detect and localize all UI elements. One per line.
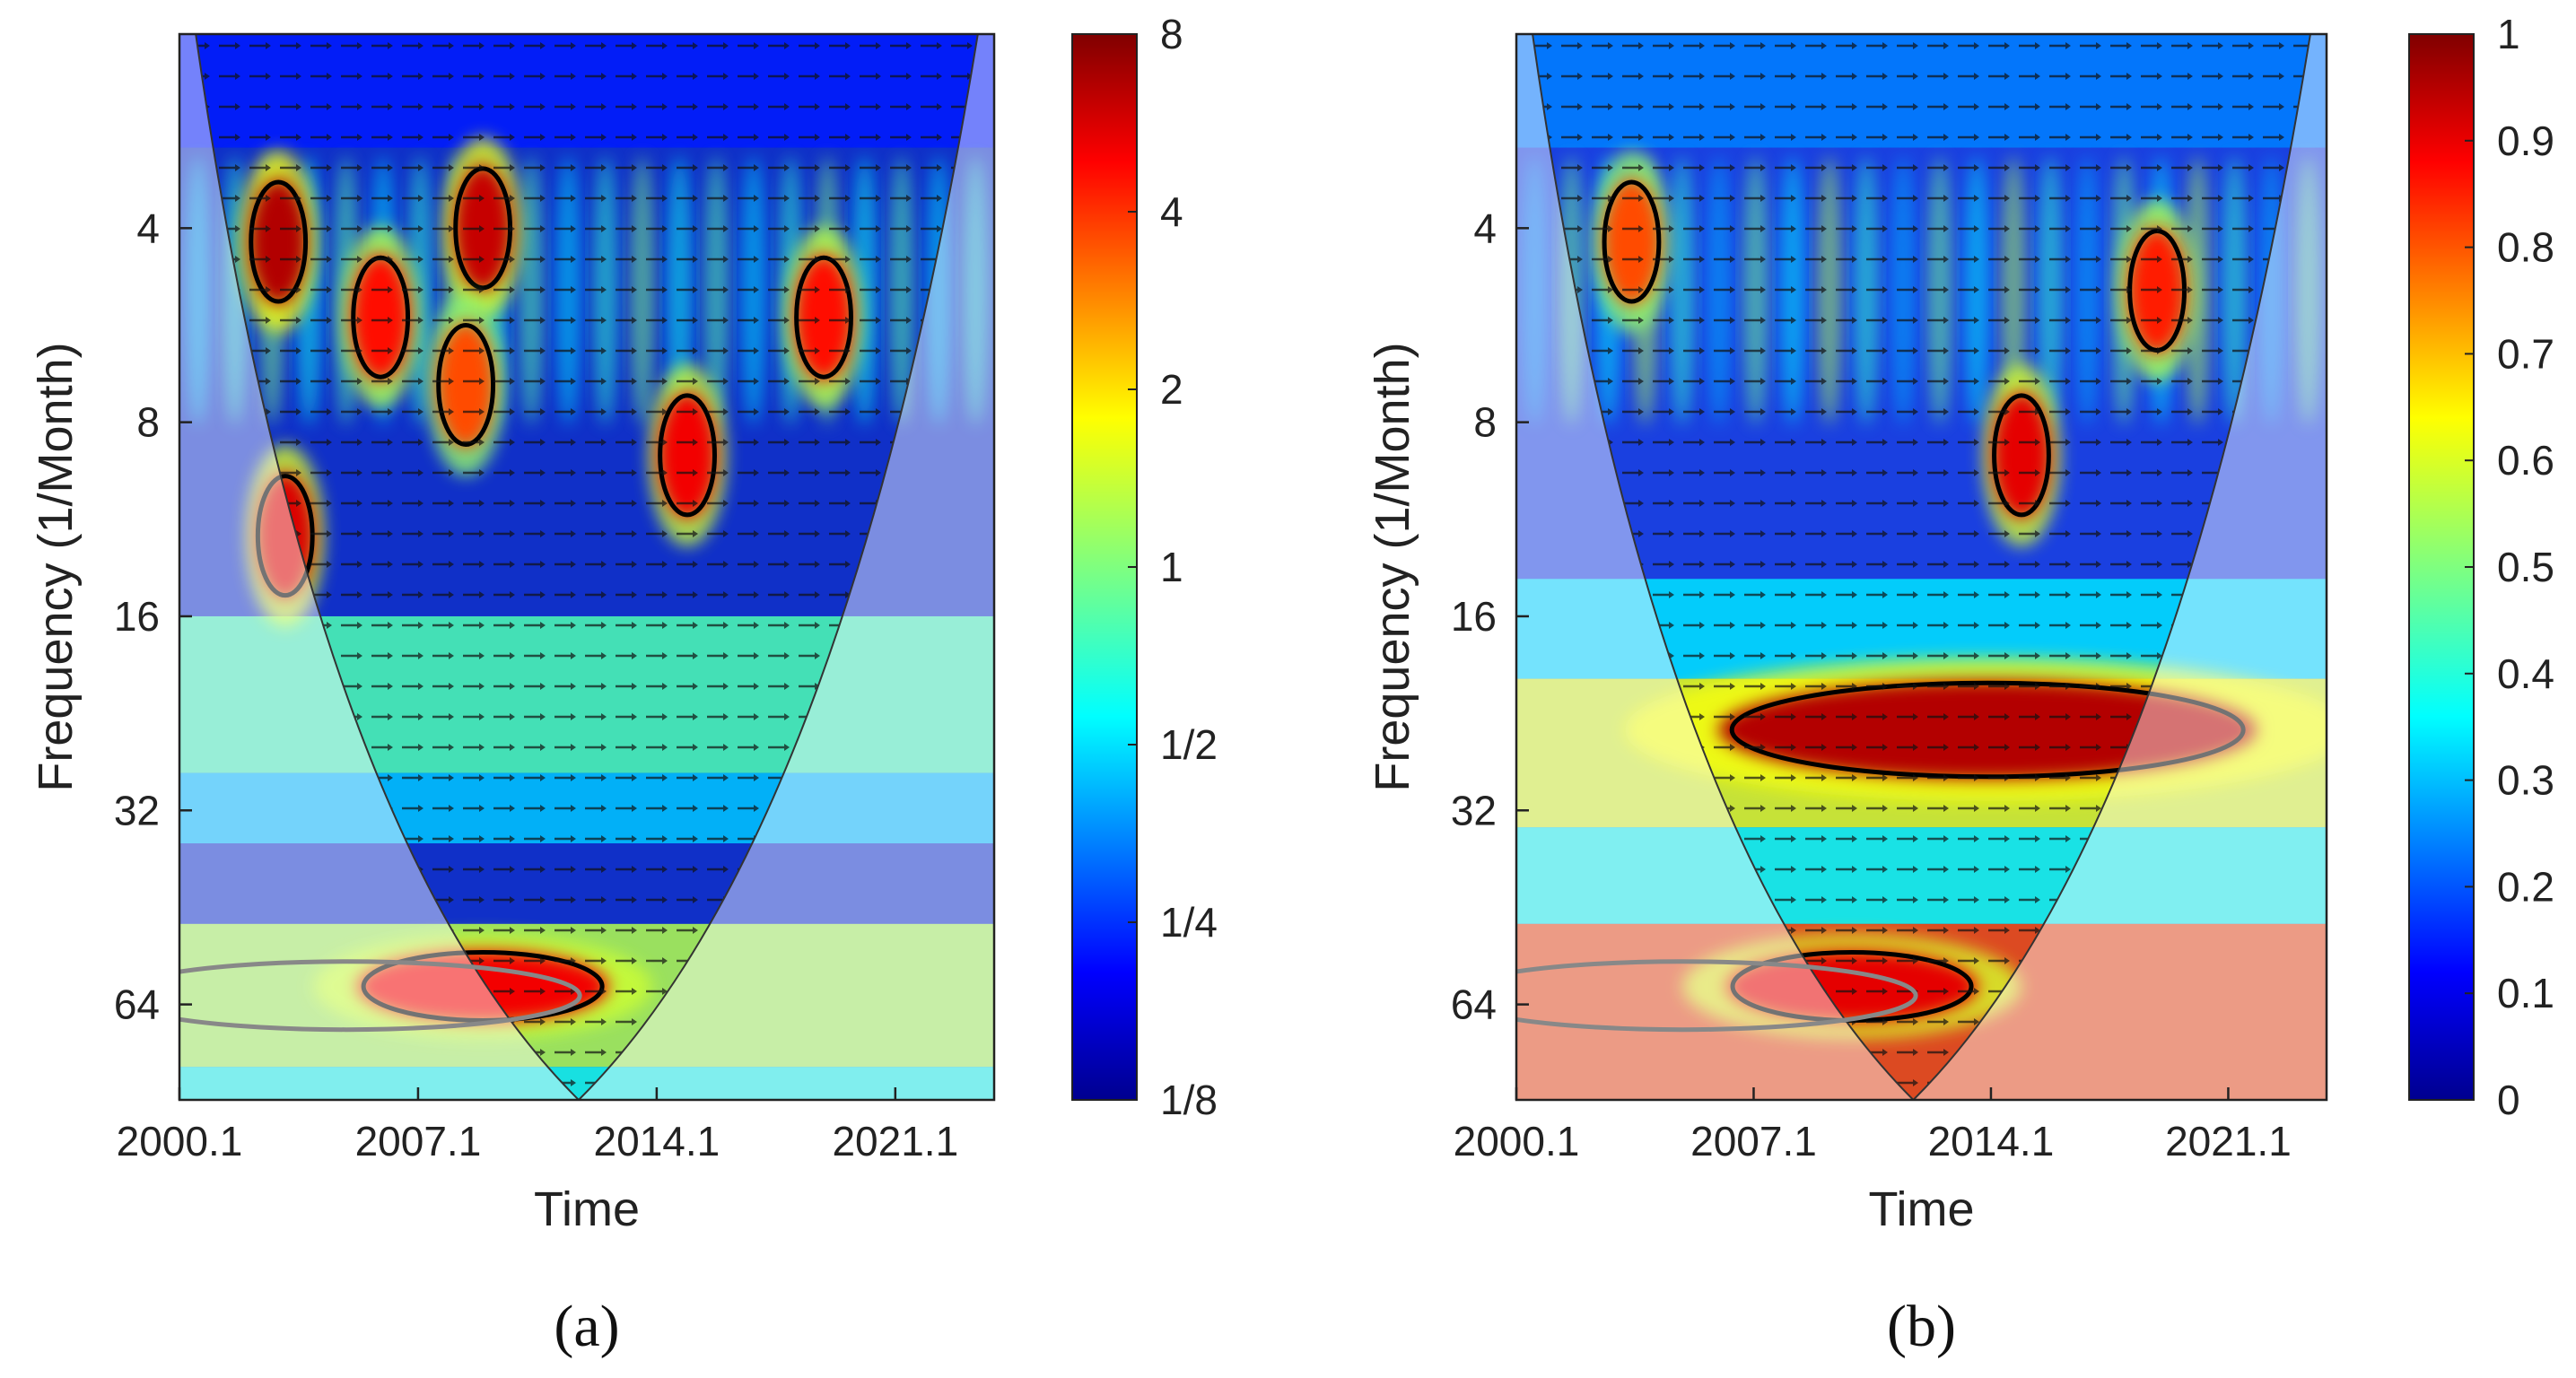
colorbar-tick-label: 1/2: [1160, 721, 1218, 768]
y-tick-label: 4: [1473, 205, 1497, 251]
y-tick-label: 32: [114, 787, 160, 833]
x-tick-label: 2014.1: [594, 1118, 720, 1164]
plot-frame: [1515, 32, 2328, 1102]
panel-b-label: (b): [1887, 1294, 1956, 1359]
colorbar-tick-label: 4: [1160, 188, 1183, 235]
x-tick-label: 2007.1: [355, 1118, 482, 1164]
power-striation: [1522, 155, 1548, 425]
panel-a: 2000.1 2007.1 2014.1 2021.1 4 8 16 32 64 Time Freq…: [29, 11, 1218, 1359]
colorbar-tick-label: 1: [2497, 11, 2520, 57]
colorbar: [2408, 33, 2475, 1101]
y-tick-label: 8: [1473, 399, 1497, 446]
panel-b: 2000.1 2007.1 2014.1 2021.1 4 8 16 32 64 Time Freq…: [1366, 11, 2554, 1359]
x-tick-label: 2007.1: [1690, 1118, 1817, 1164]
y-tick-label: 16: [1451, 593, 1497, 640]
x-axis-label: Time: [1869, 1182, 1975, 1236]
power-striation: [185, 155, 211, 425]
colorbar-tick-label: 0.5: [2497, 544, 2554, 590]
colorbar-tick-label: 8: [1160, 11, 1183, 57]
heatmap-body: [179, 34, 994, 1100]
colorbar-tick-label: 0.6: [2497, 437, 2554, 484]
y-tick-label: 64: [1451, 981, 1497, 1028]
colorbar-tick-label: 0.7: [2497, 330, 2554, 377]
x-axis-label: Time: [534, 1182, 640, 1236]
colorbar-tick-label: 0.2: [2497, 863, 2554, 910]
colorbar-tick-label: 0.8: [2497, 224, 2554, 271]
panel-a-label: (a): [554, 1294, 619, 1359]
cone-of-influence-shade: [1516, 34, 2327, 1100]
y-tick-label: 64: [114, 981, 160, 1028]
colorbar-tick-label: 2: [1160, 366, 1183, 413]
colorbar: [1071, 33, 1138, 1101]
colorbar-tick-label: 0.9: [2497, 118, 2554, 164]
colorbar-tick-label: 0.1: [2497, 970, 2554, 1016]
x-tick-label: 2021.1: [2165, 1118, 2292, 1164]
x-tick-label: 2000.1: [1454, 1118, 1580, 1164]
colorbar-tick-label: 0.3: [2497, 757, 2554, 804]
colorbar-tick-label: 1/8: [1160, 1077, 1218, 1123]
y-tick-label: 32: [1451, 787, 1497, 833]
x-tick-label: 2014.1: [1928, 1118, 2055, 1164]
y-tick-label: 16: [114, 593, 160, 640]
y-axis-label: Frequency (1/Month): [29, 342, 83, 791]
colorbar-tick-label: 0: [2497, 1077, 2520, 1123]
plot-frame: [178, 32, 996, 1102]
y-tick-label: 8: [136, 399, 160, 446]
colorbar-tick-label: 0.4: [2497, 650, 2554, 697]
x-tick-label: 2000.1: [117, 1118, 243, 1164]
coi-significance-contour: [1516, 959, 1918, 1033]
y-axis-label: Frequency (1/Month): [1366, 342, 1419, 791]
power-striation: [2295, 155, 2321, 425]
heatmap-body: [1516, 34, 2327, 1100]
coi-significance-contour: [179, 959, 582, 1033]
colorbar-tick-label: 1/4: [1160, 899, 1218, 946]
colorbar-tick-label: 1: [1160, 544, 1183, 590]
x-tick-label: 2021.1: [832, 1118, 958, 1164]
power-striation: [963, 155, 989, 425]
y-tick-label: 4: [136, 205, 160, 251]
cone-of-influence-shade: [179, 34, 994, 1100]
